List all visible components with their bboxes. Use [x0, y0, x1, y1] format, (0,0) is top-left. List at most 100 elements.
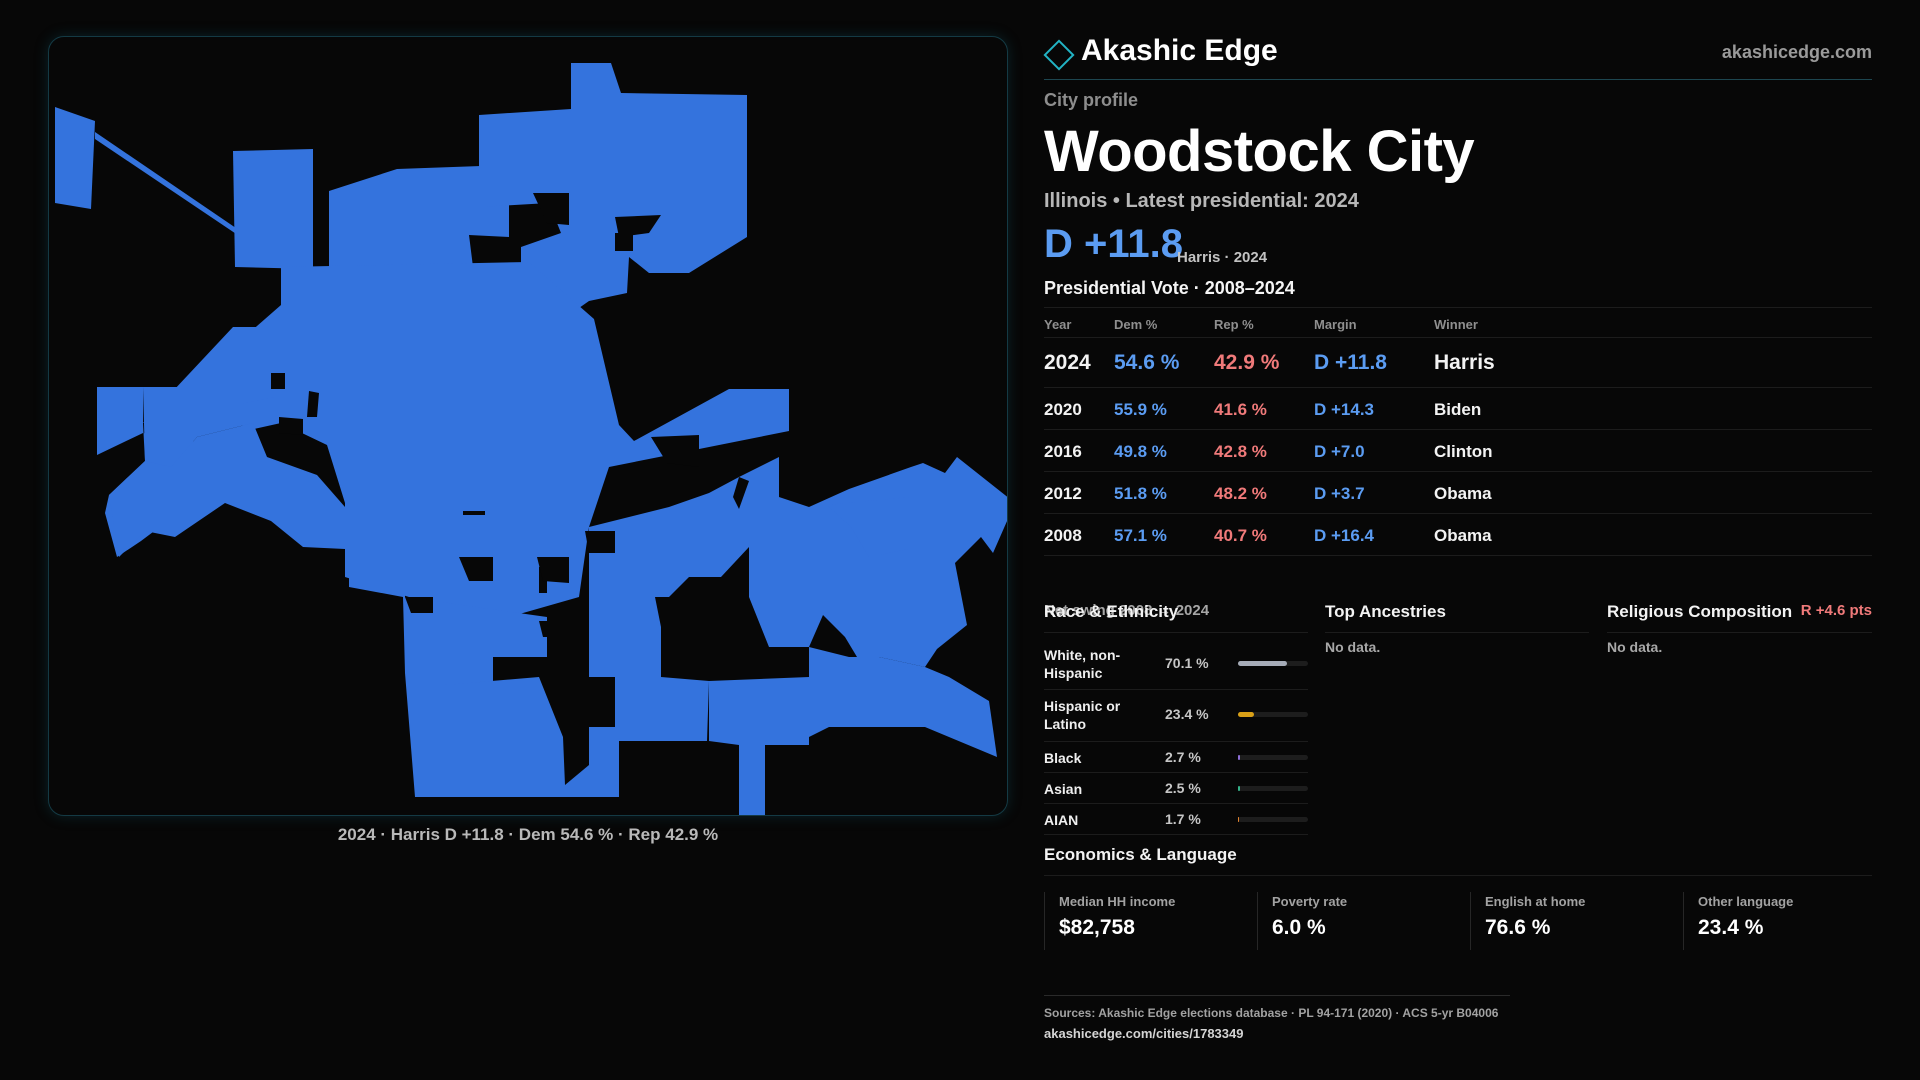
boundary-enclave-5 — [307, 391, 319, 417]
winner-cell: Harris — [1434, 351, 1495, 374]
econ-card-income: Median HH income $82,758 — [1044, 892, 1252, 950]
race-bar — [1238, 712, 1308, 717]
boundary-polygon-8 — [143, 387, 253, 467]
race-value: 2.5 % — [1165, 780, 1201, 796]
race-bar-fill — [1238, 712, 1255, 717]
winner-cell: Biden — [1434, 400, 1482, 419]
race-bar-fill — [1238, 786, 1240, 791]
religion-no-data: No data. — [1607, 639, 1663, 655]
dem-cell: 55.9 % — [1114, 400, 1167, 419]
net-swing-row: Net swing 2008 → 2024 R +4.6 pts — [1044, 600, 1872, 624]
race-label: White, non-Hispanic — [1044, 647, 1121, 681]
city-boundary-map — [48, 36, 1008, 816]
race-bar — [1238, 786, 1308, 791]
year-cell: 2012 — [1044, 484, 1082, 503]
city-profile-panel: Akashic Edge akashicedge.com City profil… — [1043, 30, 1872, 1041]
boundary-polygon-13 — [709, 677, 809, 815]
divider — [1044, 632, 1308, 633]
race-value: 1.7 % — [1165, 811, 1201, 827]
winner-cell: Obama — [1434, 526, 1492, 545]
site-url-link[interactable]: akashicedge.com — [1721, 42, 1872, 62]
latest-margin: D +11.8 — [1044, 222, 1184, 266]
header-margin: Margin — [1314, 317, 1357, 332]
year-cell: 2024 — [1044, 351, 1091, 374]
race-bar-fill — [1238, 661, 1288, 666]
economics-cards: Median HH income $82,758 Poverty rate 6.… — [1044, 892, 1872, 950]
race-label: Asian — [1044, 781, 1083, 797]
econ-label: Poverty rate — [1272, 894, 1348, 909]
winner-cell: Obama — [1434, 484, 1492, 503]
econ-label: English at home — [1485, 894, 1586, 909]
boundary-enclave-10 — [537, 557, 569, 583]
city-boundary-svg — [55, 63, 1007, 815]
race-row: AIAN 1.7 % — [1044, 804, 1308, 835]
page-title: Woodstock City — [1044, 119, 1475, 184]
boundary-enclave-9 — [459, 557, 493, 581]
econ-value: $82,758 — [1059, 916, 1135, 939]
race-row: Asian 2.5 % — [1044, 773, 1308, 804]
year-cell: 2020 — [1044, 400, 1082, 419]
boundary-polygon-5 — [479, 63, 747, 315]
econ-card-english: English at home 76.6 % — [1470, 892, 1678, 950]
margin-cell: D +11.8 — [1314, 351, 1387, 374]
race-value: 2.7 % — [1165, 749, 1201, 765]
race-bar — [1238, 755, 1308, 760]
divider — [1607, 632, 1872, 633]
rep-cell: 40.7 % — [1214, 526, 1267, 545]
margin-cell: D +16.4 — [1314, 526, 1375, 545]
year-cell: 2008 — [1044, 526, 1082, 545]
boundary-enclave-4 — [271, 373, 285, 389]
dem-cell: 57.1 % — [1114, 526, 1167, 545]
brand-header: Akashic Edge akashicedge.com — [1043, 30, 1872, 80]
race-bar — [1238, 661, 1308, 666]
race-ethnicity-title: Race & Ethnicity — [1044, 602, 1179, 621]
econ-value: 76.6 % — [1485, 916, 1551, 939]
table-row: 2008 57.1 % 40.7 % D +16.4 Obama — [1044, 514, 1872, 556]
city-permalink[interactable]: akashicedge.com/cities/1783349 — [1044, 1026, 1244, 1041]
net-swing-label: Net swing 2008 → 2024 — [1044, 602, 1210, 619]
divider — [1044, 875, 1872, 876]
profile-label: City profile — [1044, 90, 1139, 110]
econ-value: 6.0 % — [1272, 916, 1326, 939]
header-rep: Rep % — [1214, 317, 1254, 332]
race-label: Black — [1044, 750, 1082, 766]
sources-text: Sources: Akashic Edge elections database… — [1044, 1006, 1499, 1020]
race-row: Hispanic or Latino 23.4 % — [1044, 690, 1308, 742]
table-row: 2024 54.6 % 42.9 % D +11.8 Harris — [1044, 338, 1872, 388]
rep-cell: 42.8 % — [1214, 442, 1267, 461]
city-boundary-shapes — [55, 63, 1007, 815]
header-winner: Winner — [1434, 317, 1478, 332]
brand-name[interactable]: Akashic Edge — [1081, 34, 1278, 67]
latest-margin-note: Harris · 2024 — [1177, 249, 1268, 266]
race-bar-fill — [1238, 755, 1240, 760]
divider — [1325, 632, 1589, 633]
boundary-enclave-7 — [463, 511, 485, 515]
table-row: 2016 49.8 % 42.8 % D +7.0 Clinton — [1044, 430, 1872, 472]
econ-label: Median HH income — [1059, 894, 1176, 909]
dem-cell: 51.8 % — [1114, 484, 1167, 503]
net-swing-value: R +4.6 pts — [1800, 602, 1872, 619]
rep-cell: 48.2 % — [1214, 484, 1267, 503]
religious-composition-title: Religious Composition — [1607, 602, 1793, 621]
year-cell: 2016 — [1044, 442, 1082, 461]
race-label: Hispanic or Latino — [1044, 698, 1121, 732]
econ-value: 23.4 % — [1698, 916, 1764, 939]
boundary-polygon-1 — [55, 107, 95, 209]
race-row: White, non-Hispanic 70.1 % — [1044, 638, 1308, 690]
margin-cell: D +7.0 — [1314, 442, 1365, 461]
rep-cell: 41.6 % — [1214, 400, 1267, 419]
race-row: Black 2.7 % — [1044, 742, 1308, 773]
race-label: AIAN — [1044, 812, 1079, 828]
boundary-polygon-15 — [827, 497, 909, 557]
table-header-row: Year Dem % Rep % Margin Winner — [1044, 308, 1872, 338]
top-ancestries-title: Top Ancestries — [1325, 602, 1446, 621]
margin-cell: D +14.3 — [1314, 400, 1375, 419]
ancestries-no-data: No data. — [1325, 639, 1381, 655]
rep-cell: 42.9 % — [1214, 351, 1280, 374]
margin-cell: D +3.7 — [1314, 484, 1365, 503]
econ-card-poverty: Poverty rate 6.0 % — [1257, 892, 1465, 950]
city-subtitle: Illinois • Latest presidential: 2024 — [1044, 190, 1359, 212]
boundary-polygon-11 — [445, 677, 619, 797]
presidential-vote-table: Year Dem % Rep % Margin Winner 2024 54.6… — [1044, 307, 1872, 556]
boundary-polygon-3 — [233, 149, 313, 269]
